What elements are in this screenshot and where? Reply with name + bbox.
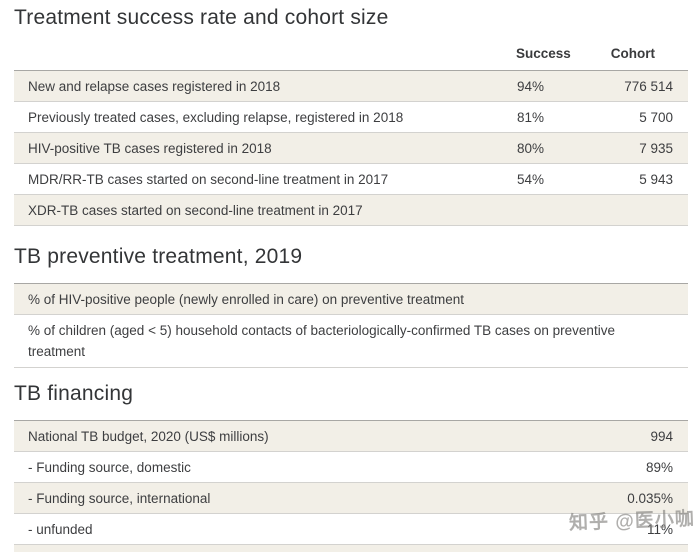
table-row: New and relapse cases registered in 2018…: [14, 71, 688, 102]
preventive-section-title: TB preventive treatment, 2019: [14, 245, 303, 268]
table-row: HIV-positive TB cases registered in 2018…: [14, 133, 688, 164]
table-row: % of HIV-positive people (newly enrolled…: [14, 284, 688, 315]
zhihu-watermark: 知乎 @医小咖: [568, 508, 696, 535]
row-value: 0.035%: [627, 490, 673, 506]
cohort-value: 5 700: [639, 109, 673, 125]
row-label: New and relapse cases registered in 2018: [28, 78, 281, 94]
treatment-success-table: New and relapse cases registered in 2018…: [14, 70, 688, 226]
row-label: - unfunded: [28, 521, 93, 537]
table-row: National TB budget, 2020 (US$ millions) 9…: [14, 421, 688, 452]
table-row: % of children (aged < 5) household conta…: [14, 315, 688, 368]
preventive-treatment-table: % of HIV-positive people (newly enrolled…: [14, 283, 688, 368]
cutoff-next-row: [14, 545, 688, 552]
row-value: 89%: [645, 459, 673, 475]
treatment-section-title: Treatment success rate and cohort size: [14, 6, 389, 29]
header-spacer: [14, 46, 516, 61]
column-header-success: Success: [515, 46, 571, 61]
table-row: Previously treated cases, excluding rela…: [14, 102, 688, 133]
treatment-table-header: Success Cohort: [14, 46, 688, 61]
row-label: National TB budget, 2020 (US$ millions): [28, 428, 269, 444]
row-label: - Funding source, international: [28, 490, 211, 506]
row-label: % of HIV-positive people (newly enrolled…: [28, 291, 464, 307]
row-label: - Funding source, domestic: [28, 459, 191, 475]
table-row: - Funding source, domestic 89%: [14, 452, 688, 483]
table-row: MDR/RR-TB cases started on second-line t…: [14, 164, 688, 195]
column-header-cohort: Cohort: [610, 46, 655, 61]
cohort-value: 776 514: [624, 78, 673, 94]
row-label: % of children (aged < 5) household conta…: [28, 323, 615, 359]
financing-table: National TB budget, 2020 (US$ millions) 9…: [14, 420, 688, 552]
table-row: - unfunded 11%: [14, 514, 688, 545]
success-value: 81%: [517, 109, 545, 125]
row-value: 994: [650, 428, 673, 444]
row-label: Previously treated cases, excluding rela…: [28, 109, 404, 125]
success-value: 80%: [517, 140, 545, 156]
cohort-value: 5 943: [639, 171, 673, 187]
table-row: - Funding source, international 0.035%: [14, 483, 688, 514]
table-row: XDR-TB cases started on second-line trea…: [14, 195, 688, 226]
row-value: 11%: [646, 521, 673, 537]
financing-section-title: TB financing: [14, 382, 134, 405]
row-label: XDR-TB cases started on second-line trea…: [28, 202, 363, 218]
cohort-value: 7 935: [639, 140, 673, 156]
success-value: 94%: [517, 78, 545, 94]
row-label: HIV-positive TB cases registered in 2018: [28, 140, 272, 156]
row-label: MDR/RR-TB cases started on second-line t…: [28, 171, 389, 187]
success-value: 54%: [517, 171, 545, 187]
